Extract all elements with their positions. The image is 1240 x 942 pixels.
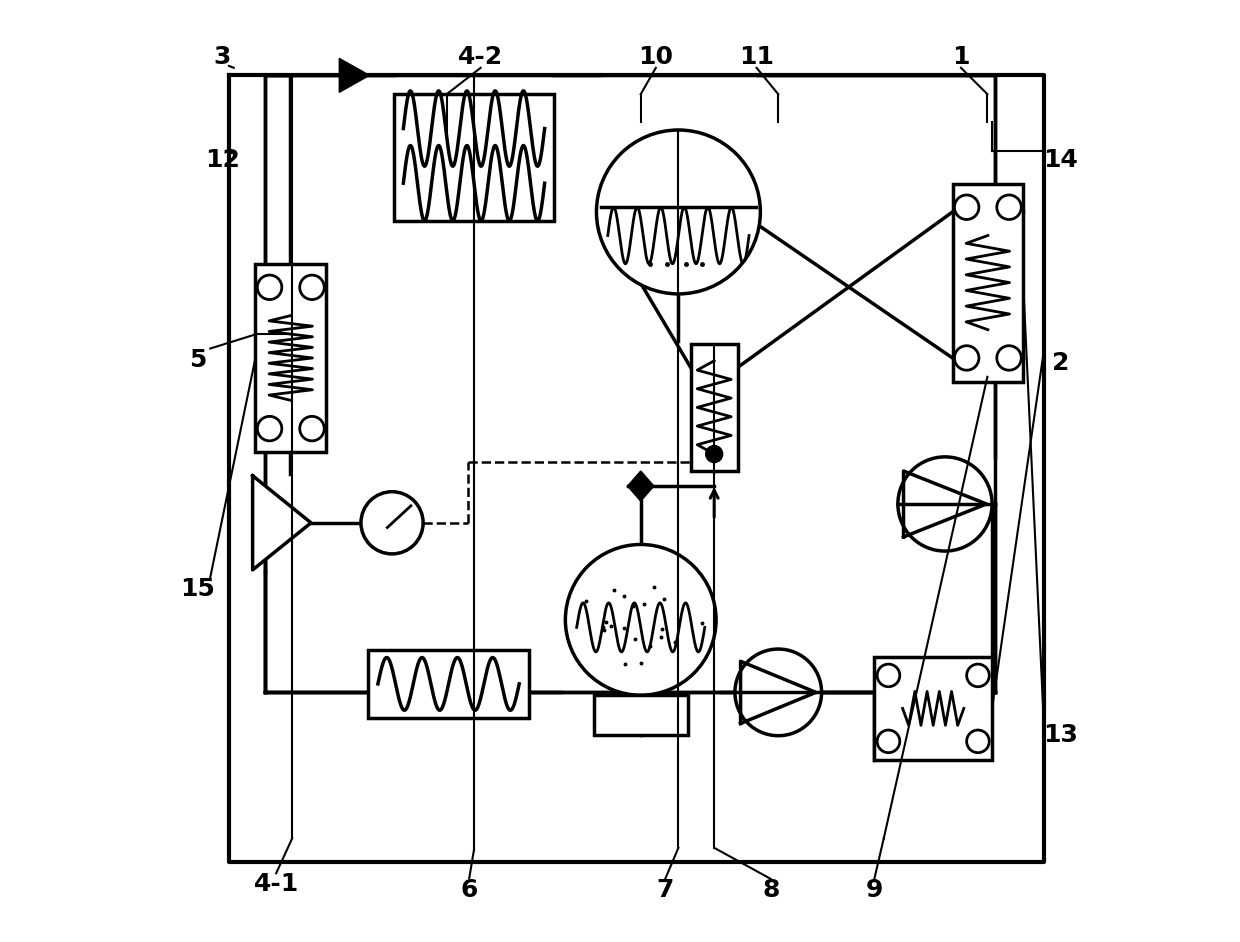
Bar	[874, 657, 992, 760]
Circle shape	[706, 446, 723, 463]
Text: 10: 10	[639, 44, 673, 69]
Text: 4-2: 4-2	[458, 44, 503, 69]
Text: 8: 8	[763, 878, 780, 902]
Circle shape	[735, 649, 822, 736]
Text: 3: 3	[213, 44, 231, 69]
Circle shape	[898, 457, 992, 551]
Bar	[394, 94, 554, 221]
Bar	[691, 344, 738, 471]
Bar	[594, 695, 688, 735]
Text: 13: 13	[1043, 723, 1079, 747]
Text: 5: 5	[190, 348, 207, 372]
Text: 4-1: 4-1	[253, 871, 299, 896]
Text: 15: 15	[181, 577, 216, 601]
Text: 2: 2	[1053, 350, 1070, 375]
Bar	[368, 650, 528, 718]
Circle shape	[565, 544, 715, 695]
Bar	[952, 184, 1023, 382]
Text: 6: 6	[460, 878, 477, 902]
Circle shape	[596, 130, 760, 294]
Polygon shape	[253, 476, 311, 570]
Polygon shape	[340, 58, 370, 92]
Text: 9: 9	[866, 878, 883, 902]
Text: 14: 14	[1043, 148, 1079, 172]
Bar	[255, 264, 326, 452]
Polygon shape	[627, 471, 653, 501]
Text: 1: 1	[952, 44, 970, 69]
Text: 7: 7	[656, 878, 673, 902]
Circle shape	[361, 492, 423, 554]
Text: 12: 12	[205, 148, 239, 172]
Text: 11: 11	[739, 44, 774, 69]
